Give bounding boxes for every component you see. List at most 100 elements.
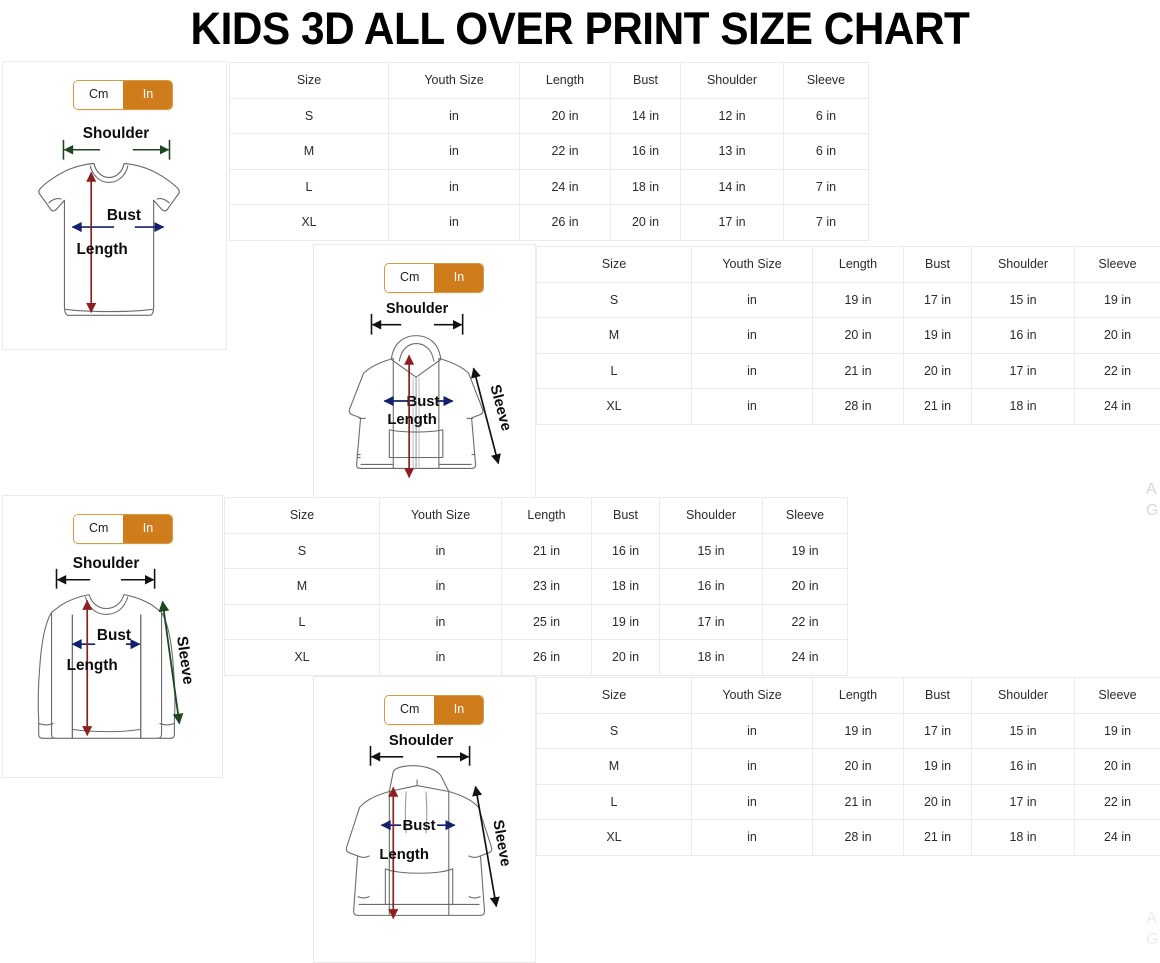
- svg-text:Bust: Bust: [406, 394, 439, 410]
- cell-length: 28 in: [812, 819, 904, 856]
- cell-shoulder: 16 in: [659, 568, 763, 605]
- cell-bust: 17 in: [903, 281, 972, 318]
- cell-length: 26 in: [501, 639, 592, 676]
- table-row: S in 21 in 16 in 15 in 19 in: [224, 532, 848, 569]
- cell-sleeve: 19 in: [1074, 712, 1160, 749]
- cell-shoulder: 14 in: [680, 168, 784, 205]
- column-header-length: Length: [812, 677, 904, 714]
- cell-size: XL: [224, 639, 380, 676]
- unit-toggle-pullover-hoodie[interactable]: Cm In: [384, 695, 485, 725]
- table-row: S in 19 in 17 in 15 in 19 in: [536, 281, 1160, 318]
- cell-shoulder: 18 in: [659, 639, 763, 676]
- cell-sleeve: 19 in: [1074, 281, 1160, 318]
- unit-toggle-in[interactable]: In: [123, 81, 173, 109]
- cell-sleeve: 7 in: [783, 168, 869, 205]
- cell-shoulder: 12 in: [680, 97, 784, 134]
- unit-toggle-cm[interactable]: Cm: [74, 81, 124, 109]
- unit-toggle-cm[interactable]: Cm: [74, 515, 124, 543]
- cell-shoulder: 18 in: [971, 388, 1075, 425]
- column-header-youth-size: Youth Size: [379, 497, 502, 534]
- table-row: S in 20 in 14 in 12 in 6 in: [229, 97, 869, 134]
- cell-length: 21 in: [812, 783, 904, 820]
- cell-length: 21 in: [812, 352, 904, 389]
- table-row: M in 22 in 16 in 13 in 6 in: [229, 133, 869, 170]
- unit-toggle-zip-hoodie[interactable]: Cm In: [384, 263, 485, 293]
- cell-length: 21 in: [501, 532, 592, 569]
- unit-toggle-cm[interactable]: Cm: [385, 264, 435, 292]
- cell-bust: 18 in: [591, 568, 660, 605]
- cell-sleeve: 22 in: [1074, 352, 1160, 389]
- unit-toggle-in[interactable]: In: [434, 264, 484, 292]
- cell-size: L: [536, 352, 692, 389]
- cell-length: 24 in: [519, 168, 611, 205]
- cell-bust: 16 in: [610, 133, 681, 170]
- svg-text:Bust: Bust: [97, 627, 131, 644]
- cell-size: M: [229, 133, 389, 170]
- table-row: S in 19 in 17 in 15 in 19 in: [536, 712, 1160, 749]
- cell-length: 19 in: [812, 712, 904, 749]
- cell-shoulder: 16 in: [971, 748, 1075, 785]
- cell-size: L: [224, 603, 380, 640]
- column-header-length: Length: [519, 62, 611, 99]
- unit-toggle-tshirt[interactable]: Cm In: [73, 80, 174, 110]
- cell-bust: 19 in: [903, 317, 972, 354]
- table-row: L in 21 in 20 in 17 in 22 in: [536, 352, 1160, 389]
- svg-text:Shoulder: Shoulder: [73, 555, 140, 572]
- garment-panel-tshirt: Cm In: [2, 61, 227, 350]
- column-header-youth-size: Youth Size: [691, 246, 813, 283]
- table-row: XL in 26 in 20 in 18 in 24 in: [224, 639, 848, 676]
- cell-size: XL: [229, 204, 389, 241]
- column-header-length: Length: [501, 497, 592, 534]
- cell-size: M: [536, 748, 692, 785]
- unit-toggle-in[interactable]: In: [434, 696, 484, 724]
- cell-youth: in: [379, 603, 502, 640]
- column-header-bust: Bust: [903, 246, 972, 283]
- unit-toggle-cm[interactable]: Cm: [385, 696, 435, 724]
- page-title: KIDS 3D ALL OVER PRINT SIZE CHART: [190, 3, 970, 54]
- cell-bust: 18 in: [610, 168, 681, 205]
- cell-length: 19 in: [812, 281, 904, 318]
- garment-panel-zip-hoodie: Cm In: [313, 244, 536, 512]
- table-header-row: Size Youth Size Length Bust Shoulder Sle…: [536, 246, 1160, 283]
- cell-sleeve: 22 in: [762, 603, 848, 640]
- cell-size: S: [224, 532, 380, 569]
- unit-toggle-in[interactable]: In: [123, 515, 173, 543]
- size-table-zip-hoodie: Size Youth Size Length Bust Shoulder Sle…: [536, 246, 1160, 425]
- cell-sleeve: 6 in: [783, 97, 869, 134]
- svg-text:Bust: Bust: [403, 818, 436, 834]
- svg-text:Shoulder: Shoulder: [83, 125, 150, 142]
- tshirt-diagram: Shoulder Bust Length: [3, 117, 226, 349]
- cell-size: L: [536, 783, 692, 820]
- column-header-sleeve: Sleeve: [1074, 677, 1160, 714]
- zip-hoodie-diagram: Shoulder Bust Length Sleeve: [314, 297, 535, 511]
- column-header-shoulder: Shoulder: [680, 62, 784, 99]
- unit-toggle-long-sleeve[interactable]: Cm In: [73, 514, 174, 544]
- table-row: XL in 28 in 21 in 18 in 24 in: [536, 819, 1160, 856]
- table-header-row: Size Youth Size Length Bust Shoulder Sle…: [229, 62, 869, 99]
- column-header-youth-size: Youth Size: [691, 677, 813, 714]
- long-sleeve-diagram: Shoulder Bust Length Sleeve: [3, 548, 222, 777]
- size-table-tshirt: Size Youth Size Length Bust Shoulder Sle…: [229, 62, 869, 241]
- cell-bust: 14 in: [610, 97, 681, 134]
- cell-youth: in: [379, 532, 502, 569]
- cell-youth: in: [388, 133, 520, 170]
- cell-bust: 19 in: [903, 748, 972, 785]
- edge-watermark-upper: A G: [1146, 479, 1160, 523]
- cell-bust: 21 in: [903, 819, 972, 856]
- cell-youth: in: [691, 352, 813, 389]
- cell-shoulder: 17 in: [680, 204, 784, 241]
- cell-size: S: [536, 281, 692, 318]
- cell-youth: in: [691, 712, 813, 749]
- cell-sleeve: 24 in: [1074, 388, 1160, 425]
- table-header-row: Size Youth Size Length Bust Shoulder Sle…: [224, 497, 848, 534]
- svg-text:Length: Length: [379, 847, 429, 863]
- cell-sleeve: 7 in: [783, 204, 869, 241]
- cell-size: XL: [536, 819, 692, 856]
- cell-size: S: [536, 712, 692, 749]
- table-row: M in 20 in 19 in 16 in 20 in: [536, 748, 1160, 785]
- cell-youth: in: [691, 819, 813, 856]
- svg-text:Shoulder: Shoulder: [386, 301, 449, 317]
- column-header-sleeve: Sleeve: [783, 62, 869, 99]
- column-header-shoulder: Shoulder: [659, 497, 763, 534]
- cell-size: L: [229, 168, 389, 205]
